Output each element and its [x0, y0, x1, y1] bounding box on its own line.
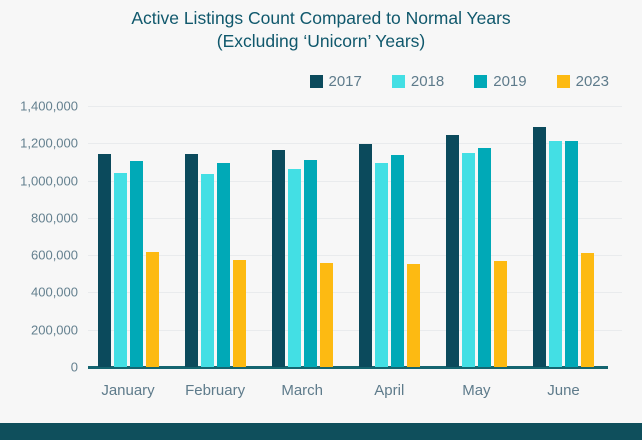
x-tick-label-april: April	[374, 382, 405, 399]
gridline	[88, 255, 622, 257]
legend-item-2017[interactable]: 2017	[309, 73, 362, 90]
gridline	[88, 180, 622, 182]
plot-area	[88, 106, 622, 369]
y-tick-label: 0	[70, 359, 78, 375]
x-tick-label-march: March	[281, 382, 324, 399]
x-tick-label-february: February	[185, 382, 246, 399]
legend-item-2018[interactable]: 2018	[391, 73, 445, 90]
bar-2017-may[interactable]	[445, 134, 459, 367]
y-axis: 1,400,000 1,200,000 1,000,000 800,000 600,00…	[0, 99, 78, 375]
legend-item-2023[interactable]: 2023	[556, 73, 609, 90]
y-tick-label: 200,000	[31, 322, 78, 338]
y-tick-label: 400,000	[31, 284, 78, 300]
bar-2018-march[interactable]	[287, 169, 301, 367]
bar-group-february	[184, 106, 246, 367]
bar-2018-february[interactable]	[200, 174, 214, 367]
bar-2017-january[interactable]	[97, 153, 111, 367]
legend-swatch-2017	[309, 75, 323, 88]
bar-group-june	[533, 106, 594, 367]
y-tick-label: 600,000	[31, 247, 78, 263]
bar-group-january	[97, 106, 159, 367]
bar-2019-april[interactable]	[390, 155, 404, 367]
legend-label: 2019	[493, 73, 527, 90]
chart-title: Active Listings Count Compared to Normal…	[0, 7, 642, 53]
bar-group-march	[271, 106, 333, 367]
bar-2019-june[interactable]	[565, 141, 578, 367]
bar-2019-march[interactable]	[303, 160, 317, 367]
legend: 2017 2018 2019 2023	[309, 73, 609, 90]
legend-label: 2023	[575, 73, 609, 90]
gridline	[88, 329, 622, 331]
gridline	[88, 292, 622, 294]
x-axis: January February March April May June	[88, 382, 622, 402]
y-tick-label: 1,200,000	[20, 135, 78, 151]
x-tick-label-june: June	[547, 382, 580, 399]
gridline	[88, 143, 622, 145]
legend-item-2019[interactable]: 2019	[474, 73, 527, 90]
bar-2018-april[interactable]	[374, 162, 388, 367]
bar-2023-march[interactable]	[319, 262, 333, 367]
bar-2018-may[interactable]	[461, 152, 475, 367]
y-tick-label: 1,000,000	[20, 173, 78, 189]
chart-title-line1: Active Listings Count Compared to Normal…	[131, 8, 511, 28]
footer-band	[0, 423, 642, 440]
legend-swatch-2023	[556, 75, 570, 88]
y-tick-label: 800,000	[31, 210, 78, 226]
x-axis-line	[88, 366, 608, 369]
x-tick-label-january: January	[101, 382, 155, 399]
bar-2023-january[interactable]	[145, 252, 159, 367]
legend-label: 2017	[328, 73, 362, 90]
gridline	[88, 217, 622, 219]
legend-swatch-2018	[391, 75, 405, 88]
legend-swatch-2019	[474, 75, 488, 88]
bar-2019-february[interactable]	[216, 162, 230, 367]
legend-label: 2018	[410, 73, 445, 90]
bar-group-may	[445, 106, 507, 367]
bar-2023-may[interactable]	[493, 260, 507, 367]
chart-title-line2: (Excluding ‘Unicorn’ Years)	[216, 31, 426, 51]
bar-2023-april[interactable]	[406, 263, 420, 367]
bar-group-april	[358, 106, 420, 367]
bar-2018-june[interactable]	[549, 140, 562, 367]
gridline	[88, 106, 622, 107]
bar-2017-february[interactable]	[184, 153, 198, 367]
bar-2023-february[interactable]	[232, 259, 246, 367]
x-tick-label-may: May	[462, 382, 491, 399]
bar-2023-june[interactable]	[581, 253, 594, 367]
bar-2018-january[interactable]	[113, 173, 127, 367]
y-tick-label: 1,400,000	[20, 98, 78, 114]
bar-2019-january[interactable]	[129, 161, 143, 367]
bar-2019-may[interactable]	[477, 147, 491, 367]
bar-2017-march[interactable]	[271, 149, 285, 367]
bar-2017-april[interactable]	[358, 144, 372, 367]
bar-2017-june[interactable]	[533, 126, 546, 367]
